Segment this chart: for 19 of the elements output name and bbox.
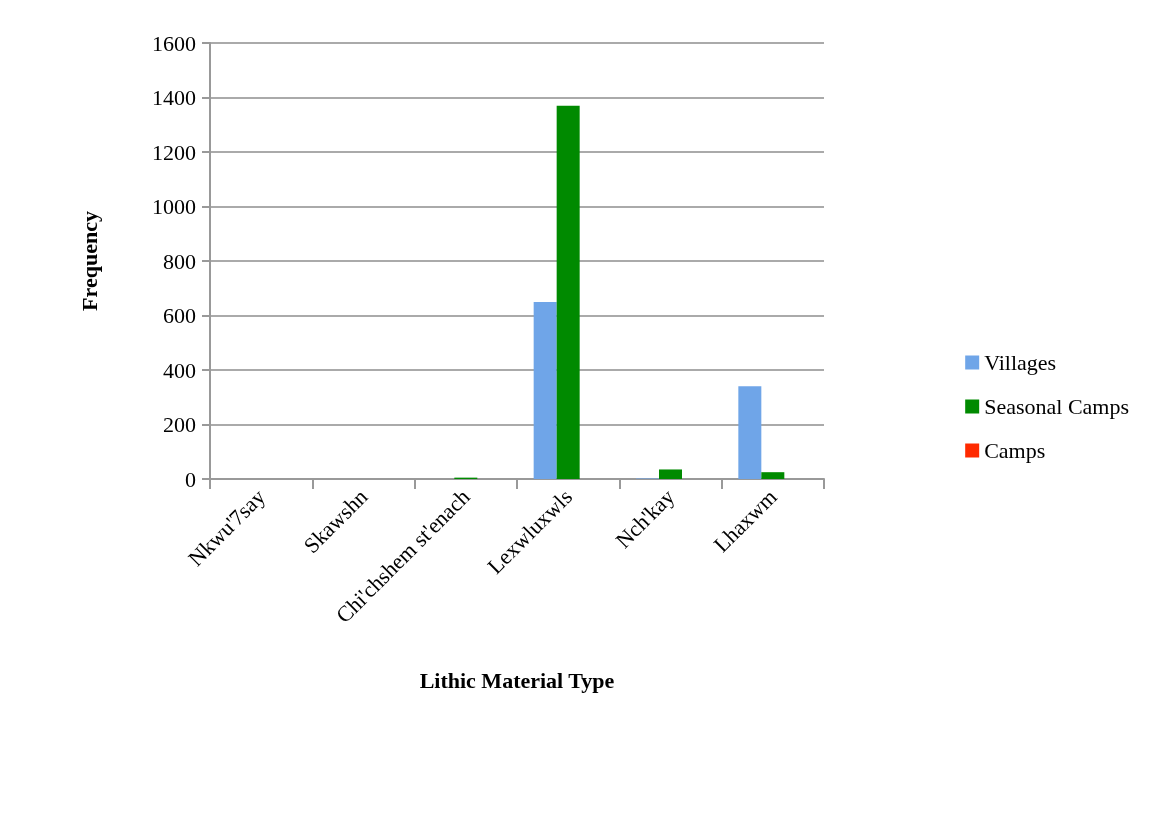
y-tick-label: 1400 xyxy=(152,85,196,110)
y-tick-label: 1200 xyxy=(152,139,196,165)
y-tick-label: 1600 xyxy=(152,30,196,56)
y-tick-label: 800 xyxy=(163,248,196,274)
y-tick-label: 200 xyxy=(163,412,196,437)
y-tick-label: 600 xyxy=(163,303,196,328)
y-axis-title: Frequency xyxy=(76,211,102,311)
bar xyxy=(738,386,762,479)
bar xyxy=(533,301,557,479)
bar xyxy=(556,105,580,479)
y-tick-label: 1000 xyxy=(152,194,196,219)
y-tick-label: 400 xyxy=(163,357,196,383)
legend-label: Villages xyxy=(984,350,1057,375)
y-tick-label: 0 xyxy=(185,466,196,492)
bar xyxy=(761,472,785,479)
x-axis-title: Lithic Material Type xyxy=(419,667,615,693)
legend-label: Camps xyxy=(984,438,1046,463)
bar xyxy=(659,469,682,479)
legend-label: Seasonal Camps xyxy=(984,394,1130,419)
